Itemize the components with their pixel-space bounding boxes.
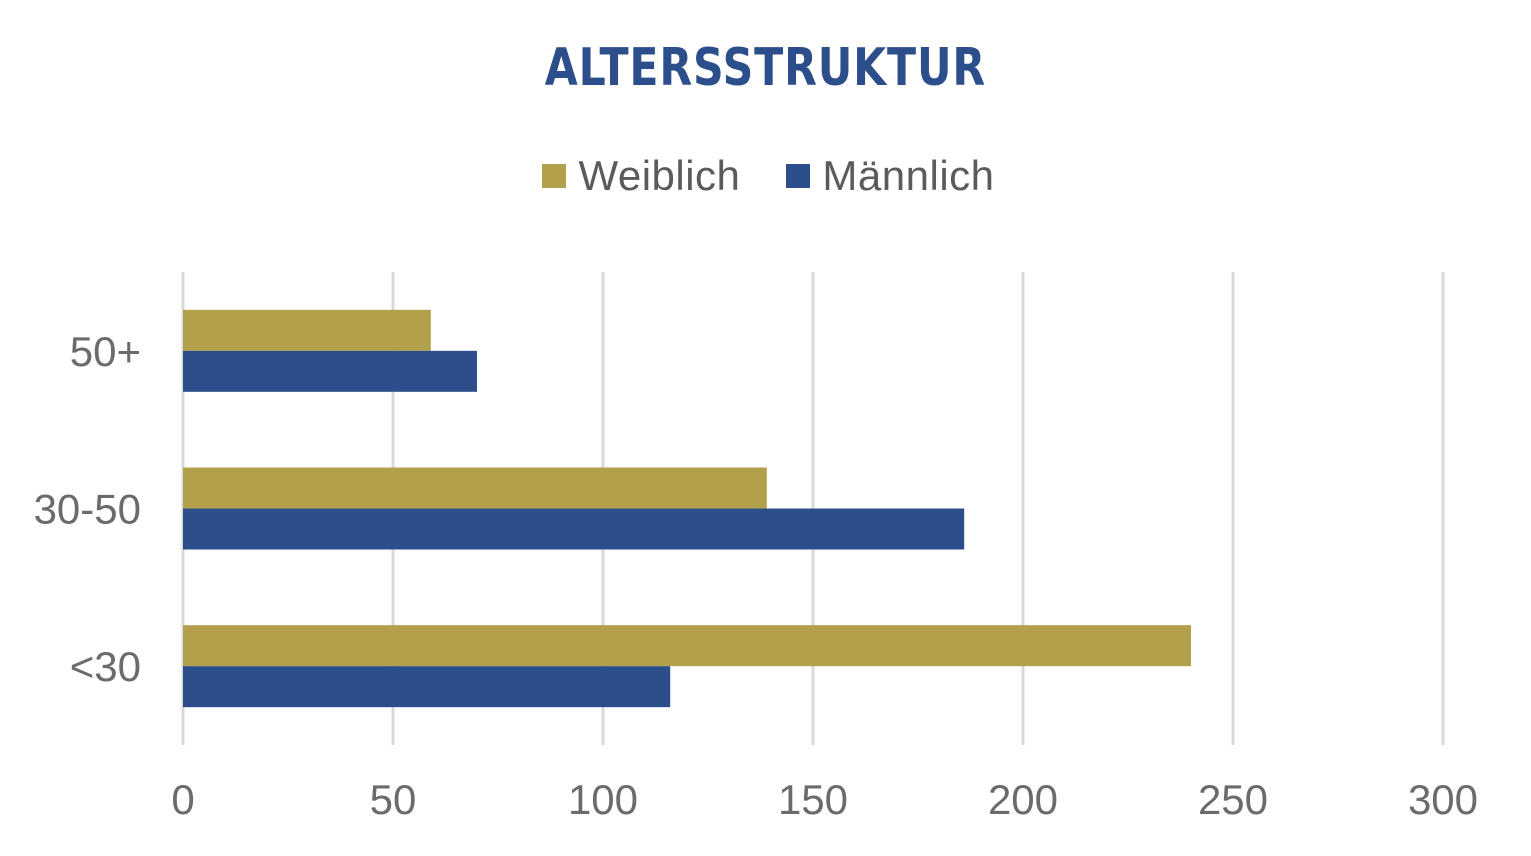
bar-weiblich-1 xyxy=(183,467,767,509)
chart-title: ALTERSSTRUKTUR xyxy=(544,38,987,98)
legend: Weiblich Männlich xyxy=(0,152,1531,200)
legend-swatch-weiblich xyxy=(542,164,567,188)
bar-weiblich-0 xyxy=(183,309,431,351)
bar-mnnlich-1 xyxy=(183,508,965,550)
legend-label-maennlich: Männlich xyxy=(822,152,995,199)
legend-label-weiblich: Weiblich xyxy=(578,152,741,199)
y-category-label-2: <30 xyxy=(70,643,141,690)
x-tick-label-200: 200 xyxy=(988,776,1058,823)
bar-mnnlich-2 xyxy=(183,666,671,708)
legend-item-weiblich: Weiblich xyxy=(536,152,740,200)
bar-weiblich-2 xyxy=(183,625,1191,667)
legend-item-maennlich: Männlich xyxy=(780,152,994,200)
bar-mnnlich-0 xyxy=(183,350,477,392)
x-tick-label-300: 300 xyxy=(1408,776,1478,823)
x-tick-label-0: 0 xyxy=(171,776,194,823)
y-category-label-0: 50+ xyxy=(70,328,141,375)
x-tick-label-250: 250 xyxy=(1198,776,1268,823)
x-tick-label-100: 100 xyxy=(568,776,638,823)
legend-swatch-maennlich xyxy=(786,164,811,188)
x-tick-label-50: 50 xyxy=(370,776,417,823)
x-tick-label-150: 150 xyxy=(778,776,848,823)
y-category-label-1: 30-50 xyxy=(34,486,141,533)
